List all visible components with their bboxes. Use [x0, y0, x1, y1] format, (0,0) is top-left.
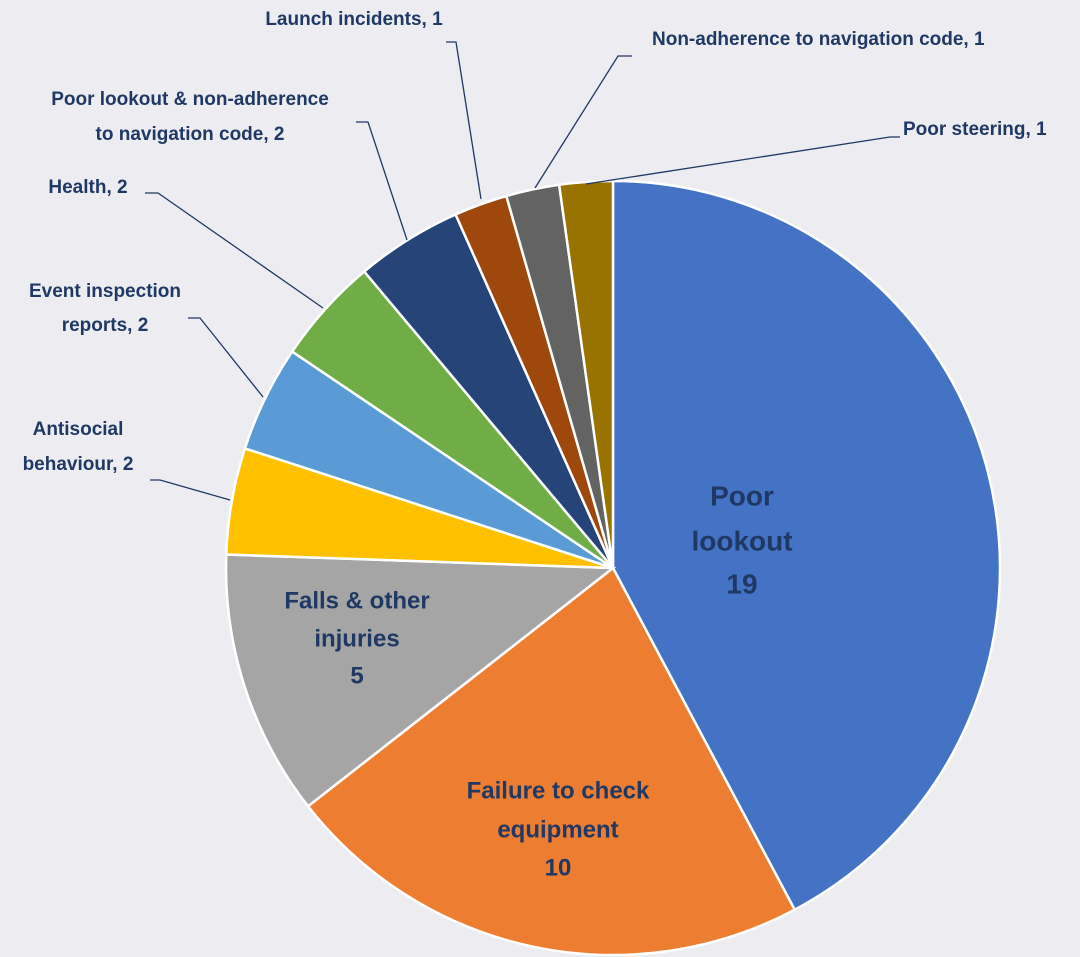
- leader-line: [446, 41, 482, 200]
- data-label: Poor lookout & non-adherence: [51, 89, 329, 110]
- leader-line: [585, 136, 900, 185]
- leader-line: [356, 121, 408, 241]
- data-label: injuries: [314, 625, 399, 652]
- data-label: Poor: [710, 480, 774, 511]
- pie-slice: [224, 553, 617, 809]
- data-label: 5: [350, 662, 363, 689]
- pie-slice: [611, 179, 1002, 912]
- data-label: 19: [726, 568, 757, 599]
- pie-slice: [557, 179, 615, 569]
- data-label: Poor steering, 1: [903, 119, 1047, 140]
- data-label: reports, 2: [62, 315, 149, 336]
- data-label: lookout: [691, 525, 792, 556]
- data-label: to navigation code, 2: [96, 124, 285, 145]
- leader-line: [188, 317, 264, 398]
- data-label: Health, 2: [48, 177, 127, 198]
- data-label: 10: [545, 854, 572, 881]
- data-label: Launch incidents, 1: [265, 9, 443, 30]
- data-label: equipment: [497, 816, 618, 843]
- data-label: Failure to check: [467, 777, 650, 804]
- leader-line: [534, 55, 632, 189]
- leader-line: [150, 479, 231, 501]
- data-label: Non-adherence to navigation code, 1: [652, 29, 985, 50]
- data-label: Falls & other: [284, 587, 429, 614]
- leader-line: [145, 192, 324, 309]
- pie-slice: [306, 566, 797, 957]
- data-label: behaviour, 2: [23, 454, 134, 475]
- data-label: Antisocial: [33, 419, 124, 440]
- data-label: Event inspection: [29, 281, 181, 302]
